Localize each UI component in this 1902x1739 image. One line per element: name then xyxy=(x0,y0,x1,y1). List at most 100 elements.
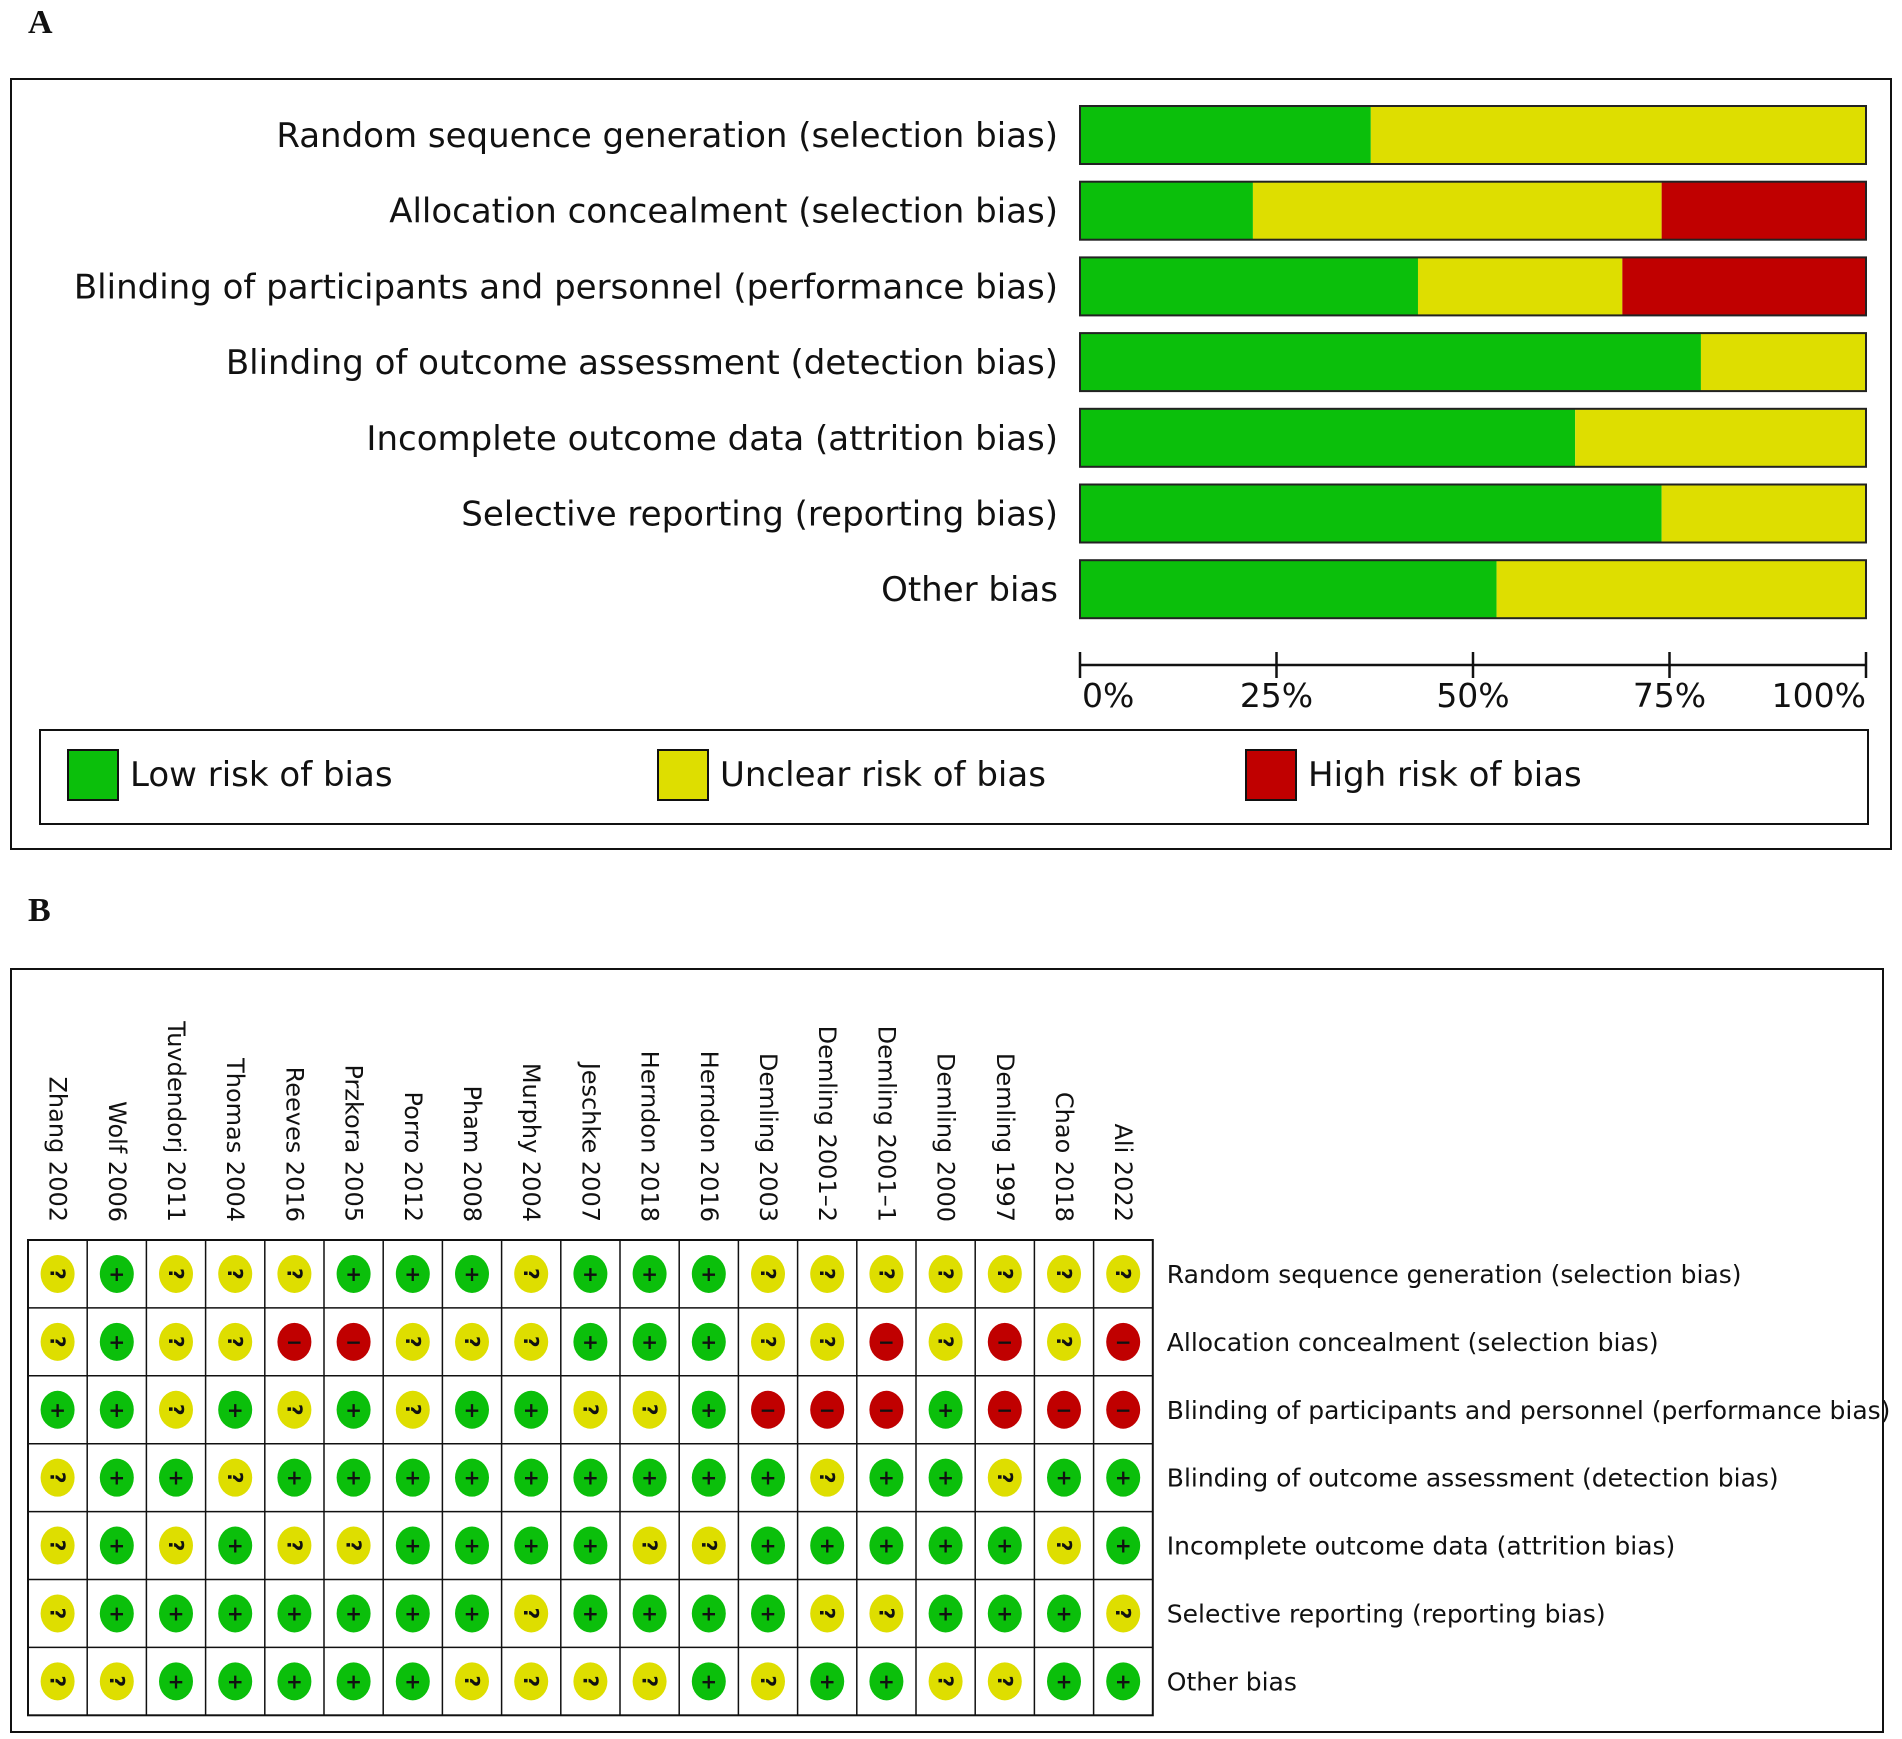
legend-swatch-low xyxy=(67,749,119,801)
judgement-circle xyxy=(514,1594,549,1633)
judgement-circle xyxy=(1047,1390,1081,1429)
bar-low xyxy=(1080,257,1418,316)
judgement-circle xyxy=(40,1594,75,1633)
judgement-symbol: − xyxy=(345,1330,362,1354)
judgement-symbol: + xyxy=(108,1330,125,1354)
judgement-symbol: + xyxy=(1115,1466,1132,1490)
judgement-circle xyxy=(40,1390,75,1429)
row-label: Blinding of participants and personnel (… xyxy=(1167,1396,1891,1425)
judgement-symbol: ? xyxy=(46,1608,70,1620)
judgement-circle xyxy=(573,1526,608,1565)
judgement-circle xyxy=(691,1662,726,1701)
judgement-symbol: + xyxy=(464,1466,481,1490)
judgement-symbol: ? xyxy=(1111,1608,1135,1620)
judgement-circle xyxy=(751,1390,785,1429)
judgement-circle xyxy=(1106,1322,1141,1361)
judgement-symbol: + xyxy=(49,1398,66,1422)
bar-outline xyxy=(1079,256,1867,317)
judgement-symbol: + xyxy=(227,1601,244,1625)
study-label: Herndon 2018 xyxy=(636,1051,664,1222)
grid-outline xyxy=(27,1239,1154,1717)
judgement-circle xyxy=(455,1662,489,1701)
judgement-circle xyxy=(573,1458,608,1497)
row-label: Incomplete outcome data (attrition bias) xyxy=(1167,1532,1676,1561)
bar-outline xyxy=(1079,105,1867,165)
judgement-circle xyxy=(869,1254,904,1293)
domain-label: Other bias xyxy=(881,570,1058,610)
judgement-symbol: ? xyxy=(460,1336,484,1348)
judgement-symbol: ? xyxy=(342,1540,366,1552)
row-label: Blinding of outcome assessment (detectio… xyxy=(1167,1464,1779,1493)
judgement-circle xyxy=(99,1254,134,1293)
judgement-symbol: ? xyxy=(815,1608,839,1620)
judgement-symbol: + xyxy=(700,1669,717,1693)
bar-unclear xyxy=(1252,181,1662,240)
study-label: Herndon 2016 xyxy=(695,1051,723,1222)
judgement-circle xyxy=(869,1458,904,1497)
legend-label: High risk of bias xyxy=(1308,755,1582,795)
judgement-symbol: + xyxy=(878,1466,895,1490)
judgement-symbol: ? xyxy=(282,1540,306,1552)
judgement-symbol: + xyxy=(1056,1601,1073,1625)
judgement-circle xyxy=(218,1662,253,1701)
judgement-symbol: + xyxy=(996,1601,1013,1625)
summary-chart-frame xyxy=(10,78,1892,850)
judgement-symbol: ? xyxy=(164,1336,188,1348)
judgement-circle xyxy=(159,1662,193,1701)
judgement-circle xyxy=(218,1254,253,1293)
judgement-circle xyxy=(869,1594,904,1633)
study-label: Ali 2022 xyxy=(1109,1124,1137,1222)
judgement-circle xyxy=(455,1458,489,1497)
judgement-symbol: + xyxy=(878,1534,895,1558)
judgement-circle xyxy=(514,1390,549,1429)
judgement-symbol: + xyxy=(819,1534,836,1558)
judgement-symbol: + xyxy=(700,1330,717,1354)
panel-b-letter: B xyxy=(28,892,51,929)
judgement-symbol: + xyxy=(700,1601,717,1625)
judgement-circle xyxy=(1106,1662,1141,1701)
judgement-circle xyxy=(277,1322,312,1361)
judgement-symbol: ? xyxy=(164,1540,188,1552)
study-label: Demling 1997 xyxy=(991,1053,1019,1222)
judgement-symbol: ? xyxy=(756,1268,780,1280)
bar-unclear xyxy=(1700,333,1866,392)
study-label: Wolf 2006 xyxy=(103,1101,131,1222)
judgement-circle xyxy=(336,1662,371,1701)
judgement-circle xyxy=(40,1322,75,1361)
judgement-symbol: + xyxy=(760,1534,777,1558)
bar-outline xyxy=(1079,483,1867,544)
judgement-symbol: ? xyxy=(934,1268,958,1280)
judgement-circle xyxy=(40,1662,75,1701)
judgement-symbol: + xyxy=(523,1398,540,1422)
judgement-symbol: + xyxy=(819,1669,836,1693)
bar-low xyxy=(1080,408,1576,467)
judgement-circle xyxy=(1106,1458,1141,1497)
study-label: Reeves 2016 xyxy=(280,1067,308,1222)
study-label: Tuvdendorj 2011 xyxy=(162,1020,190,1222)
panel-a-letter: A xyxy=(28,4,53,41)
judgement-circle xyxy=(751,1458,785,1497)
judgement-circle xyxy=(691,1458,726,1497)
bar-low xyxy=(1080,484,1662,543)
judgement-circle xyxy=(218,1594,253,1633)
judgement-circle xyxy=(277,1390,312,1429)
judgement-circle xyxy=(218,1526,253,1565)
judgement-symbol: + xyxy=(1115,1669,1132,1693)
legend-swatch-high xyxy=(1245,749,1297,801)
judgement-symbol: ? xyxy=(519,1336,543,1348)
judgement-symbol: ? xyxy=(578,1676,602,1688)
judgement-circle xyxy=(1047,1526,1081,1565)
judgement-symbol: + xyxy=(878,1669,895,1693)
judgement-symbol: + xyxy=(404,1534,421,1558)
judgement-symbol: + xyxy=(404,1466,421,1490)
judgement-symbol: ? xyxy=(46,1676,70,1688)
judgement-circle xyxy=(869,1390,904,1429)
judgement-circle xyxy=(810,1662,845,1701)
judgement-symbol: + xyxy=(286,1669,303,1693)
judgement-circle xyxy=(336,1390,371,1429)
judgement-circle xyxy=(928,1662,963,1701)
judgement-symbol: + xyxy=(523,1466,540,1490)
study-label: Demling 2001–1 xyxy=(872,1026,900,1222)
judgement-symbol: + xyxy=(227,1669,244,1693)
row-label: Allocation concealment (selection bias) xyxy=(1167,1328,1659,1357)
